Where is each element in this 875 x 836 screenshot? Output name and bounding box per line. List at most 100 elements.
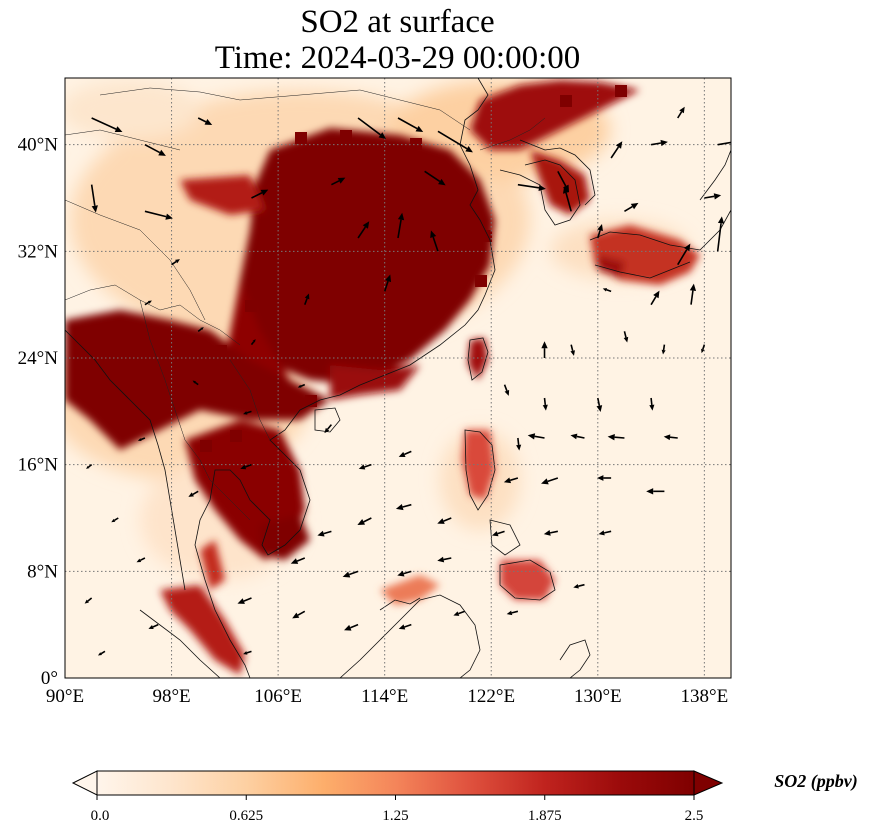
colorbar-extend-high (693, 770, 724, 796)
wind-vector (397, 117, 424, 132)
lat-tick-label: 32°N (18, 241, 59, 262)
wind-vector (144, 300, 152, 306)
wind-vector (646, 488, 665, 495)
chart-subtitle-time: Time: 2024-03-29 00:00:00 (214, 40, 581, 76)
wind-vector (90, 184, 98, 213)
map-frame (64, 77, 732, 679)
wind-vector (237, 597, 252, 604)
wind-vector (97, 650, 106, 656)
colorbar-extend-low (71, 770, 98, 796)
colorbar-gradient (97, 771, 694, 795)
wind-vector (677, 243, 691, 266)
lon-tick-label: 130°E (574, 686, 622, 707)
wind-vector (663, 434, 678, 441)
wind-vector (623, 331, 629, 343)
wind-vector (137, 437, 146, 441)
wind-vector (397, 570, 412, 577)
wind-vector (136, 557, 146, 563)
wind-vector (437, 130, 473, 153)
wind-vector (251, 189, 269, 199)
wind-vector (290, 557, 306, 564)
wind-vector (649, 397, 655, 411)
wind-vector (503, 384, 510, 396)
wind-vector (84, 597, 93, 604)
wind-vector (517, 183, 546, 191)
lat-tick-label: 8°N (27, 561, 58, 582)
wind-vector (430, 230, 439, 252)
wind-vector (689, 283, 697, 305)
lat-tick-label: 24°N (18, 348, 59, 369)
wind-vector (243, 410, 252, 415)
wind-vector (573, 583, 585, 589)
wind-vector (597, 224, 603, 239)
country-borders (65, 87, 546, 521)
wind-vector (344, 623, 359, 631)
wind-vector (197, 327, 204, 332)
wind-vector (610, 141, 623, 159)
wind-vector (437, 517, 452, 524)
so2-grid-cells (160, 85, 627, 452)
wind-vector (192, 380, 199, 386)
wind-vector (542, 397, 548, 411)
wind-vector (357, 517, 372, 525)
wind-vector (716, 216, 725, 252)
lon-tick-label: 122°E (467, 686, 515, 707)
lon-tick-label: 90°E (46, 686, 84, 707)
wind-vector (503, 477, 519, 484)
wind-vector (677, 106, 685, 119)
colorbar: 0.0 0.625 1.25 1.875 2.5 SO2 (ppbv) (71, 770, 858, 824)
wind-vector (437, 556, 452, 563)
wind-vector (596, 397, 603, 412)
wind-vector (607, 434, 625, 441)
lat-tick-label: 40°N (18, 135, 59, 156)
wind-vector (597, 475, 612, 481)
wind-vector (240, 463, 252, 470)
wind-vector (516, 437, 522, 451)
wind-vector (395, 503, 412, 511)
wind-vector (541, 341, 548, 358)
wind-vector (704, 193, 722, 200)
wind-vector (598, 530, 612, 536)
wind-vector (324, 424, 333, 434)
wind-vector (650, 139, 668, 147)
wind-vector (383, 274, 392, 292)
wind-vector (144, 210, 173, 220)
colorbar-label: SO2 (ppbv) (774, 771, 858, 792)
wind-vector (148, 623, 159, 629)
wind-vector (243, 650, 252, 655)
wind-vector (570, 344, 575, 356)
wind-vector (292, 610, 306, 619)
wind-vector (650, 290, 660, 306)
wind-vector (317, 530, 332, 537)
lon-tick-label: 106°E (254, 686, 302, 707)
wind-vector (86, 464, 93, 469)
wind-vector (453, 610, 465, 616)
wind-vector (171, 259, 180, 266)
wind-vector (570, 433, 585, 440)
wind-vector (717, 141, 731, 146)
wind-vector (398, 623, 412, 630)
wind-vector (111, 517, 119, 523)
wind-vector (358, 463, 372, 470)
wind-vector (331, 177, 346, 186)
wind-vector (397, 212, 405, 239)
wind-vector-layer (84, 106, 731, 656)
colorbar-ticks: 0.0 0.625 1.25 1.875 2.5 (91, 795, 704, 824)
wind-vector (527, 433, 545, 440)
wind-vector (91, 117, 123, 132)
wind-vector (701, 344, 706, 354)
lat-tick-label: 0° (41, 668, 58, 689)
lat-tick-label: 16°N (18, 455, 59, 476)
wind-vector (342, 570, 359, 578)
wind-vector (541, 477, 559, 485)
colorbar-tick-label: 2.5 (685, 808, 704, 824)
wind-vector (197, 117, 213, 125)
lon-tick-label: 138°E (681, 686, 729, 707)
wind-vector (602, 288, 612, 293)
lon-tick-label: 114°E (361, 686, 408, 707)
lon-tick-label: 98°E (152, 686, 190, 707)
wind-vector (188, 490, 199, 497)
wind-vector (398, 450, 412, 457)
map-panel (65, 78, 731, 678)
